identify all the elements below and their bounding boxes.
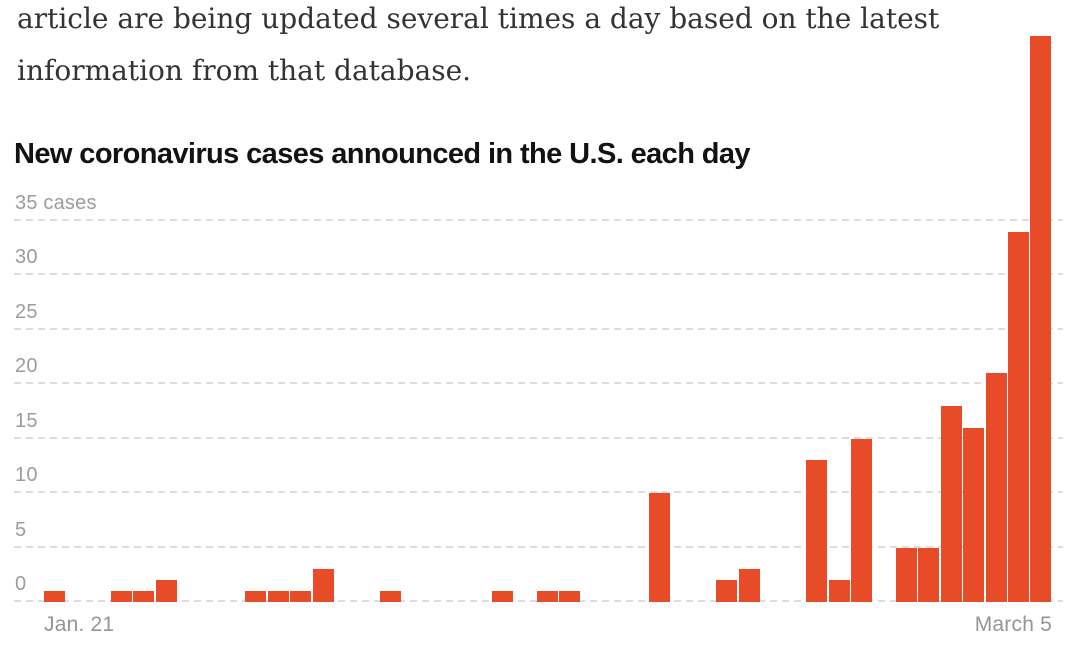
bar-feb-21 (738, 569, 760, 602)
y-axis-label-25: 25 (15, 300, 38, 323)
gridline-15 (14, 436, 1063, 439)
article-paragraph-line-1: article are being updated several times … (17, 2, 940, 35)
bar-jan-30 (245, 591, 267, 602)
bar-jan-25 (133, 591, 155, 602)
x-axis-label-start: Jan. 21 (44, 613, 115, 636)
gridline-5 (14, 545, 1063, 548)
x-axis-label-end: March 5 (974, 613, 1052, 636)
bar-feb-5 (379, 591, 401, 602)
y-axis-label-10: 10 (15, 464, 38, 487)
bar-feb-12 (536, 591, 558, 602)
gridline-35 (14, 218, 1063, 221)
bar-feb-20 (716, 580, 738, 602)
y-axis-label-15: 15 (15, 409, 38, 432)
y-axis-label-0: 0 (15, 573, 27, 595)
bar-march-1 (940, 406, 962, 602)
bar-jan-31 (267, 591, 289, 602)
bar-jan-26 (155, 580, 177, 602)
bar-feb-28 (895, 547, 917, 602)
bar-feb-10 (492, 591, 514, 602)
bar-jan-21 (43, 591, 65, 602)
bar-feb-2 (312, 569, 334, 602)
bar-feb-25 (828, 580, 850, 602)
bar-feb-1 (290, 591, 312, 602)
bar-march-4 (1007, 231, 1029, 602)
bar-feb-26 (850, 438, 872, 602)
y-axis-label-35: 35 cases (15, 191, 97, 214)
gridline-10 (14, 491, 1063, 494)
bar-feb-24 (806, 460, 828, 602)
gridline-20 (14, 382, 1063, 385)
y-axis-label-30: 30 (15, 246, 38, 269)
bar-march-5 (1030, 35, 1052, 602)
bar-feb-13 (559, 591, 581, 602)
gridline-25 (14, 327, 1063, 330)
bar-jan-24 (110, 591, 132, 602)
chart-title: New coronavirus cases announced in the U… (14, 138, 751, 170)
bar-march-3 (985, 373, 1007, 602)
y-axis-label-5: 5 (15, 518, 27, 541)
article-paragraph-line-2: information from that database. (17, 54, 472, 87)
y-axis-label-20: 20 (15, 355, 38, 378)
bar-feb-29 (918, 547, 940, 602)
article-paragraph: article are being updated several times … (17, 0, 939, 97)
bar-march-2 (963, 427, 985, 602)
bar-feb-17 (649, 493, 671, 602)
gridline-30 (14, 273, 1063, 276)
